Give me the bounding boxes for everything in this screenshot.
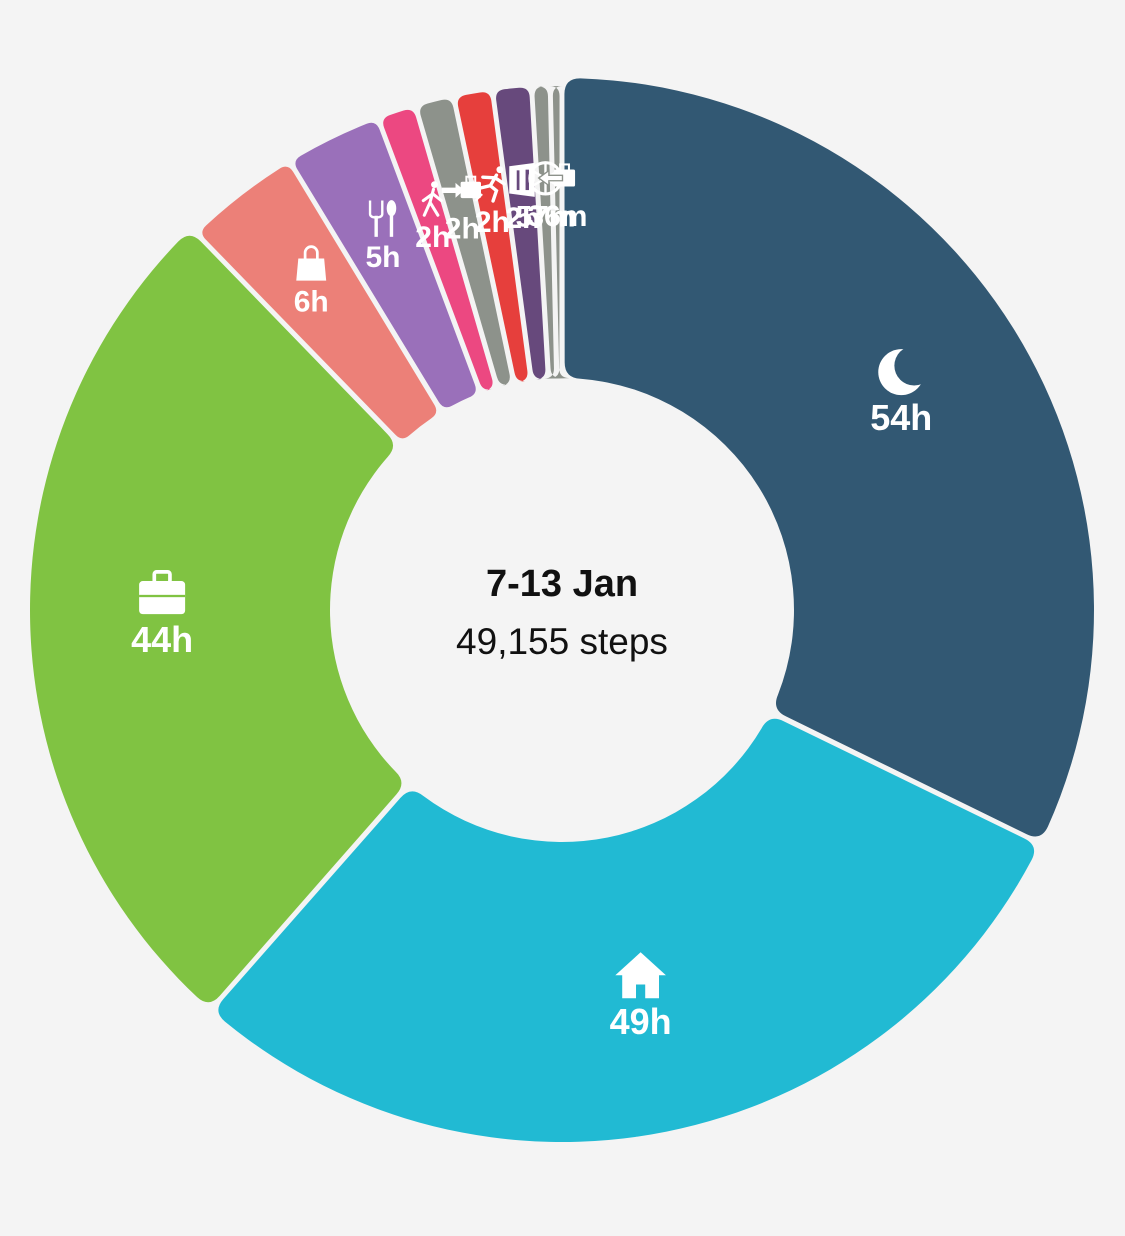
shopping-bag-icon <box>296 245 327 281</box>
running-icon <box>474 166 506 203</box>
moon-icon <box>878 345 934 396</box>
slice-value-restaurant: 2h <box>505 202 540 235</box>
slice-value-commute-from-work: 36m <box>527 200 587 233</box>
briefcase-arrow-in-icon <box>441 175 481 199</box>
slice-value-shopping: 6h <box>294 286 329 319</box>
slice-value-home: 49h <box>610 1001 672 1042</box>
slice-walking[interactable] <box>383 109 493 392</box>
date-range-title: 7-13 Jan <box>486 563 638 605</box>
slice-value-commute-to-work: 2h <box>445 212 480 245</box>
briefcase-arrow-out-icon <box>537 163 576 187</box>
slice-value-sport: 2h <box>475 206 510 239</box>
slice-sport[interactable] <box>457 92 528 383</box>
fork-spoon-icon <box>368 200 397 237</box>
slice-value-work: 44h <box>131 619 193 660</box>
menu-fork-knife-icon <box>509 162 535 197</box>
center-label: 7-13 Jan 49,155 steps <box>456 563 668 662</box>
slice-sleep[interactable] <box>564 78 1094 837</box>
steps-total: 49,155 steps <box>456 621 668 662</box>
slice-eating[interactable] <box>295 122 476 408</box>
slice-value-sleep: 54h <box>870 397 932 438</box>
slice-value-driving: 57m <box>515 200 575 233</box>
segments-group <box>30 78 1094 1142</box>
slice-commute-from-work[interactable] <box>549 86 570 379</box>
slice-commute-to-work[interactable] <box>420 99 510 386</box>
slice-restaurant[interactable] <box>496 87 546 380</box>
slice-driving[interactable] <box>534 86 562 379</box>
slice-value-walking: 2h <box>415 221 450 254</box>
slice-shopping[interactable] <box>202 166 437 439</box>
slice-home[interactable] <box>218 718 1035 1142</box>
slice-value-eating: 5h <box>365 241 400 274</box>
slice-work[interactable] <box>30 235 402 1003</box>
walking-icon <box>421 181 443 217</box>
briefcase-icon <box>139 570 186 615</box>
